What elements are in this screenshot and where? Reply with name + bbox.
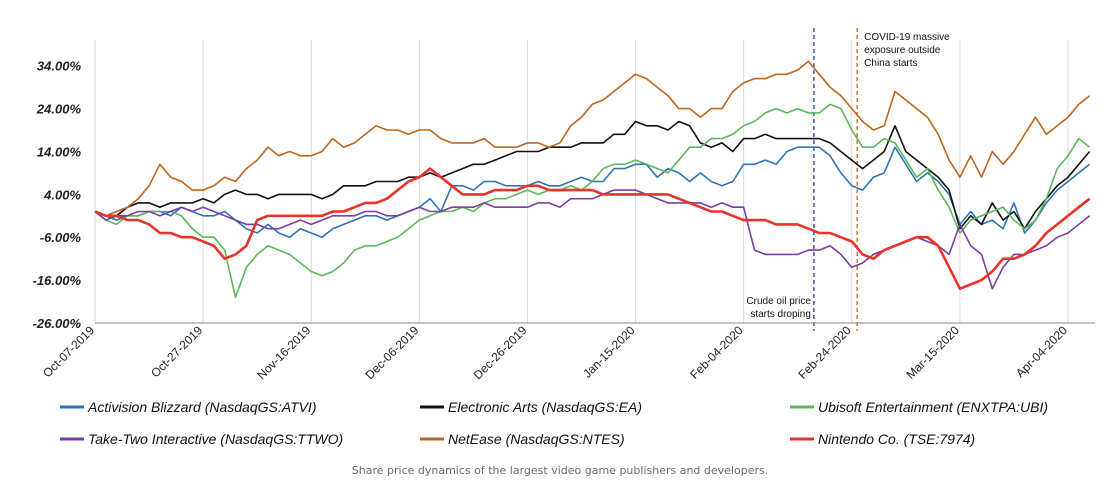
- x-tick-label: Oct-27-2019: [148, 323, 205, 380]
- y-tick-label: -6.00%: [40, 230, 82, 245]
- x-tick-label: Feb-24-2020: [795, 323, 854, 382]
- x-axis-tick-labels: Oct-07-2019 Oct-27-2019 Nov-16-2019 Dec-06-…: [40, 323, 1070, 382]
- legend-label: Electronic Arts (NasdaqGS:EA): [448, 399, 642, 415]
- legend-label: Take-Two Interactive (NasdaqGS:TTWO): [88, 431, 343, 447]
- x-tick-label: Nov-16-2019: [254, 323, 313, 382]
- legend-label: Activision Blizzard (NasdaqGS:ATVI): [87, 399, 316, 415]
- x-tick-label: Mar-15-2020: [904, 323, 963, 382]
- legend: Activision Blizzard (NasdaqGS:ATVI) Elect…: [60, 399, 1048, 447]
- x-tick-label: Oct-07-2019: [40, 323, 97, 380]
- y-tick-label: 4.00%: [43, 187, 81, 202]
- y-tick-label: -16.00%: [33, 273, 82, 288]
- y-tick-label: 34.00%: [37, 59, 82, 74]
- y-tick-label: 14.00%: [37, 144, 82, 159]
- x-tick-label: Apr-04-2020: [1013, 323, 1070, 380]
- annotation-text: Crude oil price: [746, 296, 811, 307]
- chart-caption: Share price dynamics of the largest vide…: [351, 464, 769, 477]
- legend-label: Ubisoft Entertainment (ENXTPA:UBI): [818, 399, 1048, 415]
- event-annotations: Crude oil price starts droping COVID-19 ma…: [746, 28, 950, 331]
- y-axis-tick-labels: 34.00% 24.00% 14.00% 4.00% -6.00% -16.00% -26.…: [33, 59, 82, 331]
- annotation-text: China starts: [864, 58, 917, 69]
- series-line: [94, 120, 1091, 230]
- series-line: [94, 103, 1091, 299]
- y-tick-label: -26.00%: [33, 316, 82, 331]
- x-tick-label: Dec-26-2019: [471, 323, 530, 382]
- series-line: [94, 60, 1091, 217]
- y-tick-label: 24.00%: [36, 102, 82, 117]
- x-tick-label: Feb-04-2020: [687, 323, 746, 382]
- series-line: [94, 189, 1091, 290]
- x-tick-label: Dec-06-2019: [362, 323, 421, 382]
- legend-label: NetEase (NasdaqGS:NTES): [448, 431, 625, 447]
- line-chart: 34.00% 24.00% 14.00% 4.00% -6.00% -16.00% -26.…: [33, 28, 1095, 447]
- annotation-text: COVID-19 massive: [864, 32, 950, 43]
- legend-label: Nintendo Co. (TSE:7974): [818, 431, 975, 447]
- x-tick-label: Jan-15-2020: [580, 323, 638, 381]
- vertical-gridlines: [94, 40, 1069, 323]
- series-lines: [94, 60, 1091, 299]
- annotation-text: starts droping: [750, 309, 811, 320]
- series-line: [94, 167, 1091, 290]
- annotation-text: exposure outside: [864, 45, 941, 56]
